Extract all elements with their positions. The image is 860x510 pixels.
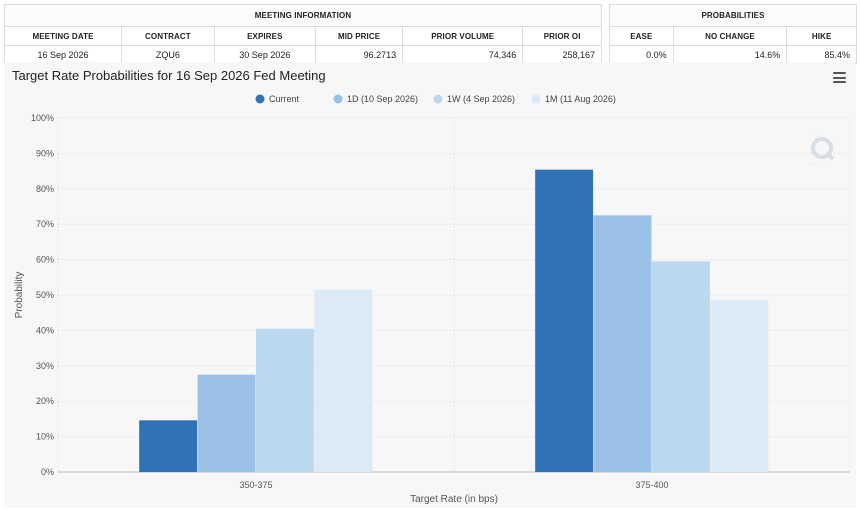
y-tick-label: 20% [36,396,54,406]
watermark-logo-icon [809,133,835,167]
bar-350-375-1d [197,374,256,472]
legend-item-label: 1D (10 Sep 2026) [347,94,418,104]
contract-header: CONTRACT [121,26,215,46]
x-tick-label: 350-375 [239,480,272,490]
bar-350-375-1m [314,289,373,472]
prior-volume-value: 74,346 [402,45,524,64]
bar-375-400-current [535,169,594,472]
y-tick-label: 80% [36,184,54,194]
probabilities-header: PROBABILITIES [609,4,857,27]
bar-350-375-current [139,420,198,472]
x-axis-title: Target Rate (in bps) [410,494,498,505]
meeting-information-header: MEETING INFORMATION [4,4,602,27]
legend-marker [333,94,343,104]
prior-oi-header: PRIOR OI [522,26,602,46]
chart-panel: 0% 10% 20% 30% 40% 50% 60% 70% 80% 90% 100% 350-375… [4,62,856,508]
legend-marker [531,94,541,104]
y-tick-label: 10% [36,432,54,442]
y-tick-label: 60% [36,255,54,265]
contract-value: ZQU6 [121,45,215,64]
bar-375-400-1m [710,300,769,472]
bar-375-400-1d [593,215,652,472]
ease-header: EASE [609,26,674,46]
legend-item-label: Current [269,94,300,104]
prior-oi-value: 258,167 [522,45,602,64]
x-tick-label: 375-400 [635,480,668,490]
y-tick-label: 50% [36,290,54,300]
legend-marker [255,94,265,104]
target-rate-chart: 0% 10% 20% 30% 40% 50% 60% 70% 80% 90% 100% 350-375… [14,94,851,505]
no-change-header: NO CHANGE [672,26,788,46]
y-tick-label: 70% [36,219,54,229]
legend-item-label: 1M (11 Aug 2026) [545,94,616,104]
chart-title: Target Rate Probabilities for 16 Sep 202… [12,68,326,83]
meeting-date-header: MEETING DATE [3,26,123,46]
hike-value: 85.4% [786,45,857,64]
bar-375-400-1w [652,261,710,472]
bar-350-375-1w [256,328,314,472]
y-tick-label: 100% [31,113,54,123]
legend-marker [433,94,443,104]
y-axis-title: Probability [14,272,25,319]
no-change-value: 14.6% [672,45,788,64]
y-tick-label: 0% [41,467,54,477]
meeting-information-table: MEETING INFORMATION MEETING DATE CONTRAC… [3,4,602,64]
prior-volume-header: PRIOR VOLUME [402,26,524,46]
expires-header: EXPIRES [213,26,316,46]
chart-menu-icon[interactable] [833,72,846,83]
hike-header: HIKE [786,26,857,46]
ease-value: 0.0% [609,45,674,64]
y-tick-label: 40% [36,325,54,335]
probabilities-table: PROBABILITIES EASE NO CHANGE HIKE 0.0% 1… [609,4,857,64]
mid-price-value: 96.2713 [314,45,404,64]
y-tick-label: 30% [36,361,54,371]
meeting-date-value: 16 Sep 2026 [3,45,123,64]
mid-price-header: MID PRICE [314,26,404,46]
legend-item-label: 1W (4 Sep 2026) [447,94,515,104]
y-tick-label: 90% [36,148,54,158]
expires-value: 30 Sep 2026 [213,45,316,64]
